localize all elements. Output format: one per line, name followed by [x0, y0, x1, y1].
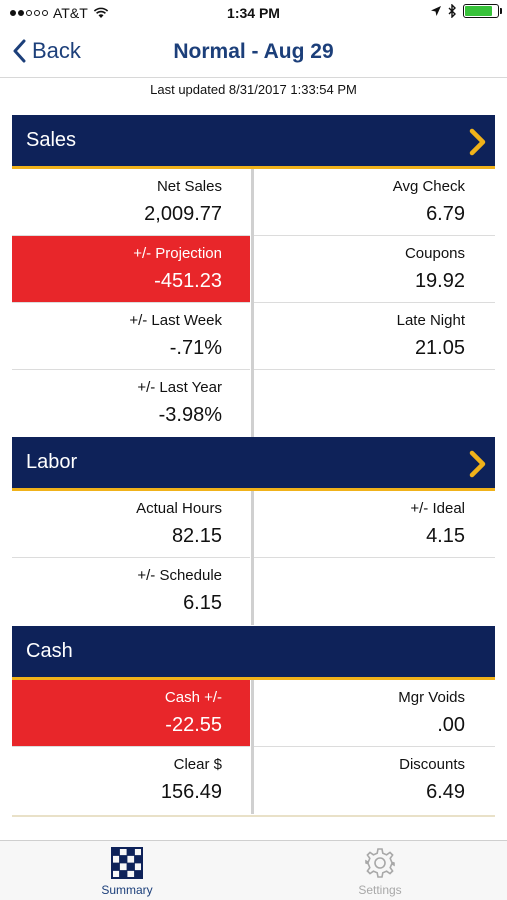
location-arrow-icon: [431, 6, 441, 16]
tab-bar: Summary Settings: [0, 840, 507, 900]
last-week-cell: +/- Last Week -.71%: [12, 303, 250, 370]
content-bottom-divider: [12, 815, 495, 817]
mgr-voids-label: Mgr Voids: [398, 689, 465, 706]
mgr-voids-cell: Mgr Voids .00: [254, 680, 495, 747]
carrier-label: AT&T: [53, 5, 88, 21]
cash-section-header[interactable]: Cash: [12, 626, 495, 680]
last-year-cell: +/- Last Year -3.98%: [12, 370, 250, 437]
cash-grid: Cash +/- -22.55 Mgr Voids .00 Clear $ 15…: [12, 680, 495, 814]
signal-strength-icon: [10, 10, 48, 16]
late-night-value: 21.05: [414, 337, 465, 359]
schedule-cell: +/- Schedule 6.15: [12, 558, 250, 625]
bluetooth-icon: [448, 4, 456, 18]
clear-value: 156.49: [160, 781, 222, 803]
cash-diff-label: Cash +/-: [164, 689, 222, 706]
wifi-icon: [93, 7, 108, 18]
last-updated-text: Last updated 8/31/2017 1:33:54 PM: [150, 82, 357, 97]
sales-section-title: Sales: [26, 129, 77, 151]
cash-diff-cell: Cash +/- -22.55: [12, 680, 250, 747]
sales-section-header[interactable]: Sales: [12, 115, 495, 169]
projection-cell: +/- Projection -451.23: [12, 236, 250, 303]
clear-label: Clear $: [173, 756, 222, 773]
ideal-cell: +/- Ideal 4.15: [254, 491, 495, 558]
gear-icon: [365, 848, 395, 878]
labor-section-title: Labor: [26, 451, 78, 473]
tab-settings[interactable]: Settings: [320, 847, 440, 897]
back-button-label: Back: [32, 38, 81, 63]
sales-grid: Net Sales 2,009.77 Avg Check 6.79 +/- Pr…: [12, 169, 495, 437]
avg-check-label: Avg Check: [392, 178, 465, 195]
column-divider: [251, 680, 254, 814]
net-sales-value: 2,009.77: [144, 203, 222, 225]
status-right: [430, 4, 502, 18]
net-sales-label: Net Sales: [156, 178, 222, 195]
tab-summary-label: Summary: [101, 883, 153, 897]
labor-section-header[interactable]: Labor: [12, 437, 495, 491]
actual-hours-cell: Actual Hours 82.15: [12, 491, 250, 558]
actual-hours-value: 82.15: [171, 525, 222, 547]
discounts-cell: Discounts 6.49: [254, 747, 495, 814]
actual-hours-label: Actual Hours: [136, 500, 222, 517]
cash-section-title: Cash: [26, 640, 73, 662]
late-night-label: Late Night: [396, 312, 465, 329]
schedule-label: +/- Schedule: [137, 567, 222, 584]
labor-grid: Actual Hours 82.15 +/- Ideal 4.15 +/- Sc…: [12, 491, 495, 625]
last-week-value: -.71%: [169, 337, 222, 359]
battery-icon: [463, 4, 502, 18]
projection-label: +/- Projection: [133, 245, 222, 262]
chevron-left-icon: [13, 39, 26, 63]
back-button[interactable]: Back: [12, 38, 81, 64]
last-week-label: +/- Last Week: [129, 312, 222, 329]
net-sales-cell: Net Sales 2,009.77: [12, 169, 250, 236]
page-title: Normal - Aug 29: [173, 40, 334, 63]
column-divider: [251, 491, 254, 625]
avg-check-value: 6.79: [426, 203, 465, 225]
last-year-label: +/- Last Year: [137, 379, 222, 396]
discounts-value: 6.49: [426, 781, 465, 803]
cash-diff-value: -22.55: [165, 714, 222, 736]
ideal-value: 4.15: [426, 525, 465, 547]
navigation-bar: Back Normal - Aug 29: [0, 28, 507, 78]
summary-grid-icon: [111, 847, 143, 879]
status-left: AT&T: [10, 5, 109, 21]
late-night-cell: Late Night 21.05: [254, 303, 495, 370]
ideal-label: +/- Ideal: [410, 500, 465, 517]
coupons-value: 19.92: [414, 270, 465, 292]
tab-summary[interactable]: Summary: [67, 847, 187, 897]
avg-check-cell: Avg Check 6.79: [254, 169, 495, 236]
tab-settings-label: Settings: [358, 883, 402, 897]
coupons-label: Coupons: [404, 245, 465, 262]
discounts-label: Discounts: [399, 756, 465, 773]
coupons-cell: Coupons 19.92: [254, 236, 495, 303]
status-time: 1:34 PM: [227, 5, 280, 21]
mgr-voids-value: .00: [437, 714, 465, 736]
last-year-value: -3.98%: [158, 404, 222, 426]
column-divider: [251, 169, 254, 437]
clear-cell: Clear $ 156.49: [12, 747, 250, 814]
schedule-value: 6.15: [183, 592, 222, 614]
projection-value: -451.23: [154, 270, 222, 292]
chevron-right-icon[interactable]: [467, 449, 489, 479]
status-bar: AT&T 1:34 PM: [0, 0, 507, 28]
chevron-right-icon[interactable]: [467, 127, 489, 157]
